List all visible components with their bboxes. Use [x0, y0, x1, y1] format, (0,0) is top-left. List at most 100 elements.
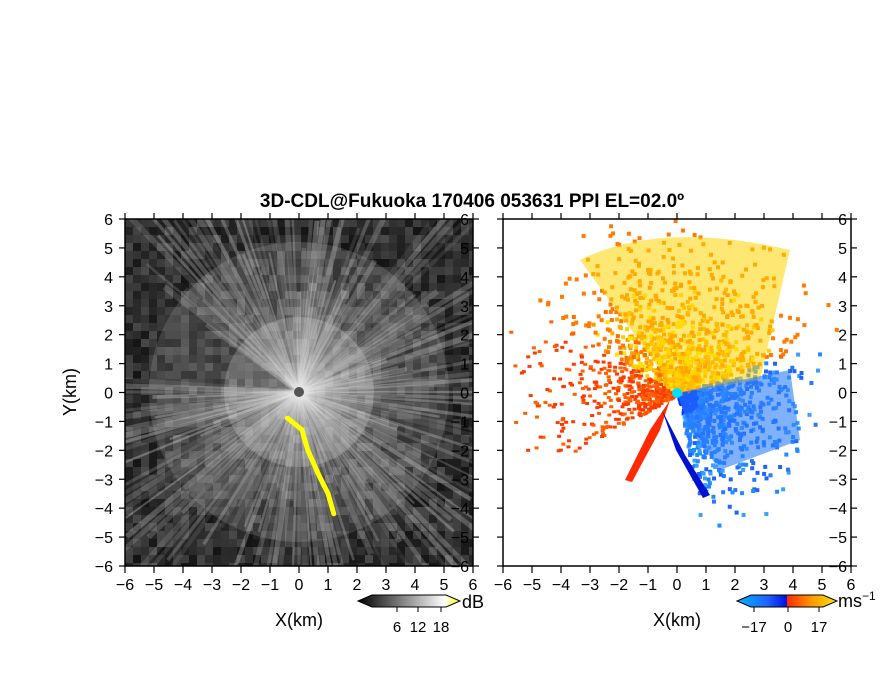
noise-cell — [133, 419, 141, 427]
velocity-gate — [555, 421, 560, 425]
velocity-gate — [660, 380, 665, 385]
noise-cell — [397, 299, 405, 307]
y-tick-label: −4 — [95, 501, 113, 518]
noise-cell — [157, 547, 165, 555]
noise-cell — [333, 515, 341, 523]
noise-cell — [173, 467, 181, 475]
noise-cell — [221, 379, 229, 387]
noise-cell — [261, 499, 269, 507]
noise-cell — [381, 419, 389, 427]
noise-cell — [173, 379, 181, 387]
noise-cell — [389, 235, 397, 243]
noise-cell — [261, 467, 269, 475]
velocity-gate — [656, 397, 661, 401]
noise-cell — [421, 323, 429, 331]
noise-cell — [437, 235, 445, 243]
noise-cell — [221, 459, 229, 467]
noise-cell — [229, 427, 237, 435]
noise-cell — [149, 291, 157, 299]
noise-cell — [381, 491, 389, 499]
noise-cell — [413, 459, 421, 467]
noise-cell — [405, 499, 413, 507]
noise-cell — [445, 387, 453, 395]
beam-ray — [297, 390, 473, 532]
noise-cell — [357, 291, 365, 299]
velocity-gate — [664, 399, 669, 403]
noise-cell — [389, 451, 397, 459]
noise-cell — [413, 523, 421, 531]
noise-cell — [205, 531, 213, 539]
velocity-gate — [602, 366, 607, 370]
noise-cell — [293, 315, 301, 323]
noise-cell — [373, 371, 381, 379]
noise-cell — [421, 563, 429, 566]
noise-cell — [413, 363, 421, 371]
velocity-gate — [657, 373, 662, 378]
noise-cell — [173, 299, 181, 307]
velocity-gate — [635, 364, 640, 369]
velocity-gate — [703, 483, 708, 488]
noise-cell — [389, 267, 397, 275]
noise-cell — [157, 219, 165, 227]
velocity-gate — [813, 422, 818, 427]
noise-cell — [453, 459, 461, 467]
velocity-gate — [658, 387, 663, 391]
noise-cell — [469, 299, 473, 307]
noise-cell — [357, 283, 365, 291]
noise-cell — [237, 403, 245, 411]
beam-ray — [244, 390, 302, 471]
noise-cell — [125, 419, 133, 427]
noise-cell — [181, 259, 189, 267]
noise-cell — [189, 235, 197, 243]
velocity-gate — [602, 433, 607, 437]
noise-cell — [445, 483, 453, 491]
noise-cell — [173, 363, 181, 371]
beam-ray — [157, 234, 301, 393]
noise-cell — [397, 435, 405, 443]
noise-cell — [221, 267, 229, 275]
noise-cell — [461, 555, 469, 563]
noise-cell — [373, 539, 381, 547]
noise-cell — [165, 251, 173, 259]
noise-cell — [181, 419, 189, 427]
noise-cell — [325, 323, 333, 331]
noise-cell — [277, 467, 285, 475]
noise-cell — [429, 371, 437, 379]
velocity-gate — [706, 477, 711, 482]
noise-cell — [357, 403, 365, 411]
noise-cell — [421, 283, 429, 291]
noise-cell — [365, 227, 373, 235]
noise-cell — [269, 531, 277, 539]
noise-cell — [381, 283, 389, 291]
noise-cell — [373, 275, 381, 283]
noise-cell — [237, 451, 245, 459]
noise-cell — [149, 331, 157, 339]
noise-cell — [389, 491, 397, 499]
velocity-gate — [602, 353, 607, 357]
noise-cell — [397, 307, 405, 315]
noise-cell — [325, 523, 333, 531]
noise-cell — [141, 483, 149, 491]
beam-ray — [125, 389, 301, 505]
noise-cell — [469, 483, 473, 491]
velocity-gate — [580, 369, 585, 373]
noise-cell — [413, 347, 421, 355]
velocity-gate — [712, 476, 717, 481]
velocity-gate — [586, 324, 591, 329]
noise-cell — [453, 411, 461, 419]
noise-cell — [309, 235, 317, 243]
noise-cell — [365, 355, 373, 363]
noise-cell — [181, 227, 189, 235]
noise-cell — [461, 259, 469, 267]
noise-cell — [357, 523, 365, 531]
noise-cell — [445, 347, 453, 355]
noise-cell — [253, 219, 261, 227]
noise-cell — [261, 507, 269, 515]
velocity-gate — [614, 417, 619, 421]
velocity-gate — [607, 361, 612, 365]
noise-cell — [445, 491, 453, 499]
noise-cell — [317, 379, 325, 387]
velocity-gate — [662, 394, 667, 398]
noise-cell — [125, 507, 133, 515]
